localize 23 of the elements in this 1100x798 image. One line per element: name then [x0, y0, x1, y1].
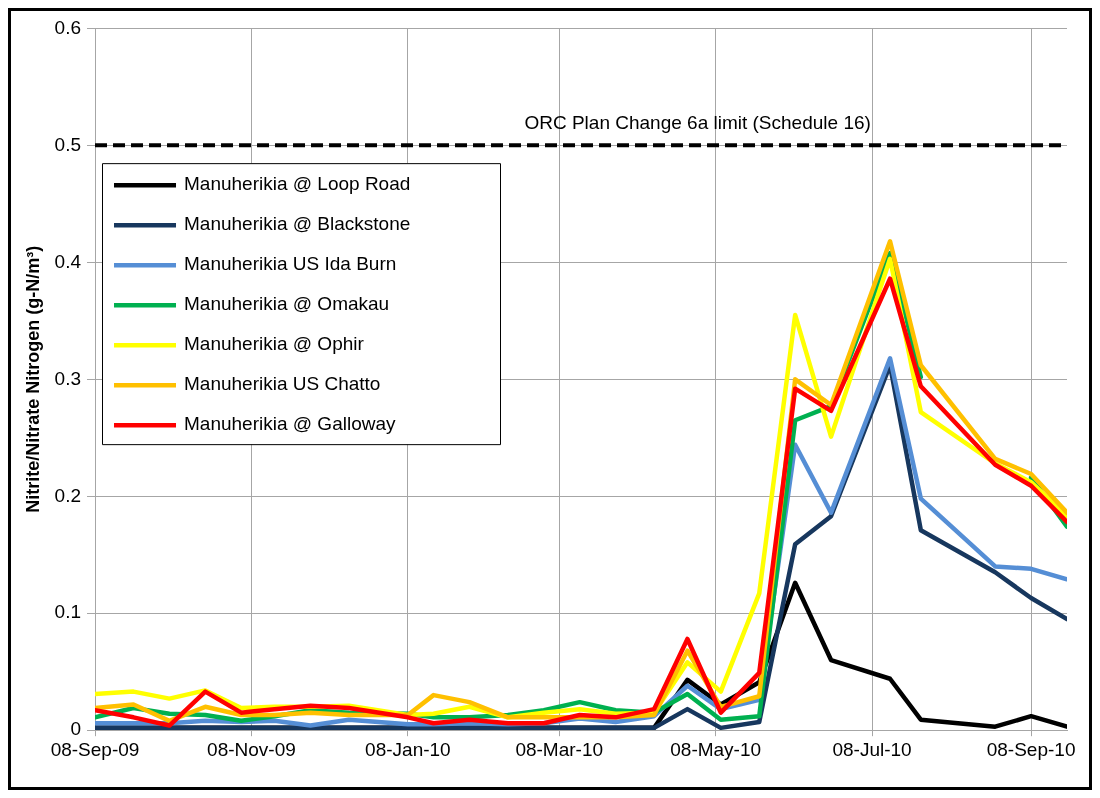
x-tick-label: 08-Jan-10: [365, 738, 451, 760]
legend-label: Manuherikia @ Galloway: [184, 413, 396, 435]
x-tick-label: 08-May-10: [670, 738, 762, 760]
y-tick-label: 0.2: [54, 484, 82, 506]
legend-label: Manuherikia @ Blackstone: [184, 213, 411, 235]
y-tick-label: 0.1: [54, 601, 82, 623]
legend-label: Manuherikia @ Omakau: [184, 293, 390, 315]
legend-label: Manuherikia US Chatto: [184, 373, 381, 395]
legend-label: Manuherikia @ Ophir: [184, 333, 365, 355]
x-tick-label: 08-Nov-09: [207, 738, 296, 760]
y-tick-label: 0.4: [54, 250, 82, 272]
y-tick-label: 0.6: [54, 16, 82, 38]
x-tick-label: 08-Jul-10: [832, 738, 912, 760]
x-tick-label: 08-Sep-10: [986, 738, 1076, 760]
y-axis-title: Nitrite/Nitrate Nitrogen (g-N/m³): [22, 245, 43, 513]
y-tick-label: 0.5: [54, 133, 82, 155]
legend-label: Manuherikia US Ida Burn: [184, 253, 397, 275]
x-tick-label: 08-Sep-09: [50, 738, 140, 760]
y-tick-label: 0.3: [54, 367, 82, 389]
legend-label: Manuherikia @ Loop Road: [184, 173, 411, 195]
y-tick-label: 0: [70, 718, 82, 740]
x-tick-label: 08-Mar-10: [515, 738, 604, 760]
ref-line-label: ORC Plan Change 6a limit (Schedule 16): [524, 112, 871, 134]
